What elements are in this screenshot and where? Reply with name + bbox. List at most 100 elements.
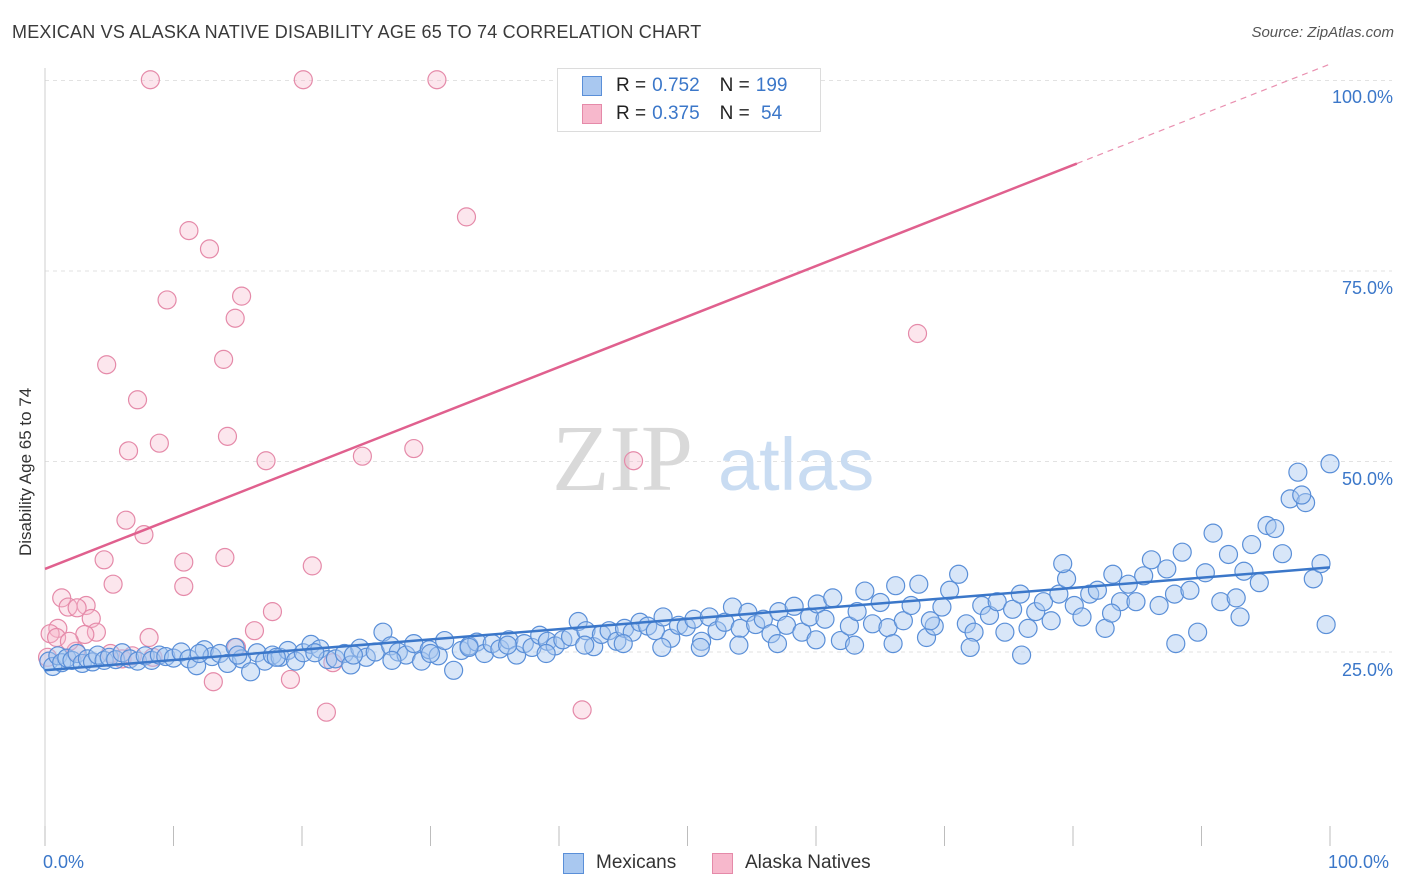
mexicans-point [1101,603,1122,623]
alaska-natives-point [157,290,177,310]
mexicans-point [88,645,108,665]
r-label: R = [616,75,647,96]
x-tick-label: 100.0% [1328,852,1390,872]
mexicans-point [444,660,464,680]
alaska-natives-point [214,349,234,369]
mexicans-point [187,656,207,676]
mexicans-swatch [582,76,602,96]
alaska-natives-point [174,552,194,572]
mexicans-swatch [563,852,584,874]
mexicans-point [1134,566,1154,586]
mexicans-point [575,635,595,655]
mexicans-point [1320,454,1340,474]
legend-item-alaska-natives: Alaska Natives [712,852,871,874]
mexicans-point [886,576,906,596]
n-value: 199 [755,75,788,96]
alaska-natives-point [262,602,283,622]
r-value: 0.375 [652,103,700,124]
mexicans-point [613,634,633,654]
y-tick-label: 100.0% [1331,87,1393,107]
mexicans-point [844,635,865,655]
alaska-natives-point [179,221,199,241]
mexicans-point [960,637,980,658]
mexicans-point [1010,584,1030,604]
alaska-natives-point [59,631,80,651]
alaska-natives-point [199,239,220,259]
alaska-natives-point [404,438,424,459]
mexicans-point [1249,573,1269,593]
n-value: 54 [755,103,783,124]
mexicans-point [1103,564,1123,584]
series-legend: Mexicans Alaska Natives [0,852,1406,878]
legend-label: Mexicans [596,852,677,873]
mexicans-point [830,630,851,651]
mexicans-point [847,602,867,622]
y-tick-label: 50.0% [1341,469,1393,489]
mexicans-point [1172,542,1192,562]
alaska-natives-point [127,390,148,410]
y-tick-label: 75.0% [1341,278,1393,298]
alaska-natives-point [256,451,276,471]
alaska-natives-points [37,70,928,722]
alaska-natives-point [215,547,235,568]
mexicans-point [1011,645,1032,665]
trend-layer [44,63,1331,672]
n-label: N = [719,103,750,124]
mexicans-point [862,614,883,634]
mexicans-point [1211,592,1231,612]
mexicans-point [1033,592,1054,612]
mexicans-point [893,611,913,631]
axis-layer [44,68,1331,846]
legend-item-mexicans: Mexicans [563,852,676,874]
alaska-natives-trend-line [44,162,1078,571]
mexicans-point [1072,607,1092,627]
alaska-natives-trend-extension [1076,63,1331,165]
grid-layer [45,80,1392,653]
mexicans-point [987,592,1007,612]
alaska-natives-point [232,286,252,306]
correlation-legend: R = 0.752 N = 199 R = 0.375 N = 54 [557,68,821,132]
x-tick-label: 0.0% [43,852,85,872]
chart-title: MEXICAN VS ALASKA NATIVE DISABILITY AGE … [12,22,702,42]
alaska-natives-point [97,355,117,375]
mexicans-point [730,618,750,638]
r-label: R = [616,103,647,124]
mexicans-point [1126,592,1146,612]
mexicans-point [1230,607,1250,627]
mexicans-point [767,634,788,654]
mexicans-point [995,622,1015,642]
mexicans-point [1188,622,1208,642]
mexicans-point [909,574,929,594]
mexicans-point [815,609,835,629]
alaska-natives-point [907,323,928,344]
mexicans-point [1157,559,1177,579]
alaska-natives-point [103,574,123,594]
mexicans-point [949,564,969,584]
alaska-natives-point [352,446,372,466]
mexicans-point [1265,518,1285,539]
mexicans-point [729,635,749,655]
mexicans-point [189,643,209,664]
alaska-natives-point [293,70,313,90]
alaska-natives-point [139,627,159,648]
mexicans-point [1041,611,1061,631]
mexicans-point [536,643,556,664]
alaska-natives-point [225,308,245,328]
mexicans-point [761,624,781,644]
mexicans-point [1053,554,1073,574]
mexicans-point [823,588,843,608]
alaska-natives-point [94,550,114,570]
mexicans-point [1242,534,1262,555]
mexicans-point [920,611,940,631]
mexicans-point [690,637,710,658]
mexicans-point [1288,462,1308,482]
legend-row-mexicans: R = 0.752 N = 199 [582,74,787,98]
alaska-natives-point [280,669,301,690]
mexicans-point [1166,634,1186,654]
mexicans-point [498,635,518,655]
mexicans-point [1203,523,1223,543]
mexicans-point [343,645,363,665]
mexicans-point [1018,618,1038,638]
mexicans-point [806,630,826,650]
